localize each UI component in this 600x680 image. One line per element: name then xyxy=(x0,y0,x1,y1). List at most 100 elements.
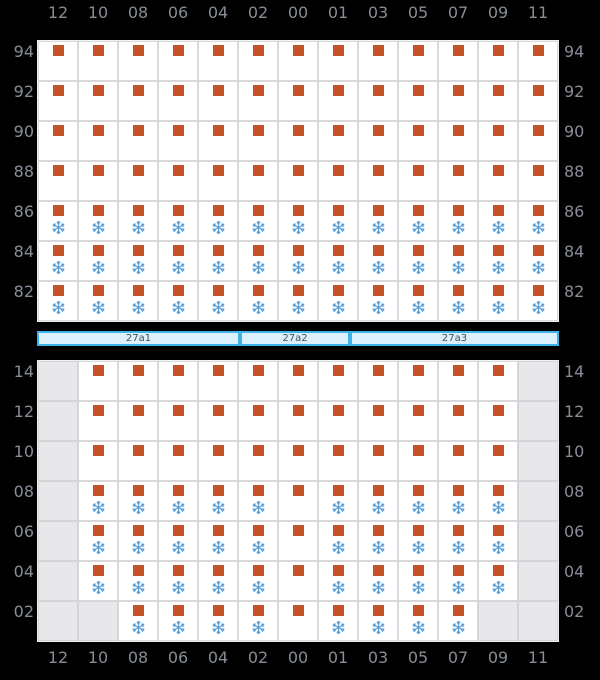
bay-cell-86-07[interactable] xyxy=(438,201,478,241)
bay-cell-84-10[interactable] xyxy=(78,241,118,281)
bay-cell-12-05[interactable] xyxy=(398,401,438,441)
bay-cell-14-07[interactable] xyxy=(438,361,478,401)
bay-cell-04-02[interactable] xyxy=(238,561,278,601)
bay-cell-86-10[interactable] xyxy=(78,201,118,241)
bay-cell-84-09[interactable] xyxy=(478,241,518,281)
bay-cell-92-02[interactable] xyxy=(238,81,278,121)
bay-cell-88-05[interactable] xyxy=(398,161,438,201)
bay-cell-14-03[interactable] xyxy=(358,361,398,401)
bay-cell-94-06[interactable] xyxy=(158,41,198,81)
bay-cell-84-06[interactable] xyxy=(158,241,198,281)
bay-cell-90-08[interactable] xyxy=(118,121,158,161)
bay-cell-86-06[interactable] xyxy=(158,201,198,241)
bay-cell-84-07[interactable] xyxy=(438,241,478,281)
bay-cell-82-04[interactable] xyxy=(198,281,238,321)
bay-cell-10-05[interactable] xyxy=(398,441,438,481)
bay-cell-12-00[interactable] xyxy=(278,401,318,441)
bay-cell-06-07[interactable] xyxy=(438,521,478,561)
bay-cell-86-03[interactable] xyxy=(358,201,398,241)
bay-cell-92-11[interactable] xyxy=(518,81,558,121)
bay-cell-92-09[interactable] xyxy=(478,81,518,121)
bay-cell-92-01[interactable] xyxy=(318,81,358,121)
bay-cell-06-03[interactable] xyxy=(358,521,398,561)
bay-cell-94-08[interactable] xyxy=(118,41,158,81)
bay-cell-04-04[interactable] xyxy=(198,561,238,601)
bay-cell-90-11[interactable] xyxy=(518,121,558,161)
bay-cell-82-12[interactable] xyxy=(38,281,78,321)
bay-cell-88-06[interactable] xyxy=(158,161,198,201)
bay-cell-90-06[interactable] xyxy=(158,121,198,161)
bay-cell-84-11[interactable] xyxy=(518,241,558,281)
bay-cell-94-12[interactable] xyxy=(38,41,78,81)
bay-cell-82-11[interactable] xyxy=(518,281,558,321)
bay-cell-90-10[interactable] xyxy=(78,121,118,161)
bay-cell-14-10[interactable] xyxy=(78,361,118,401)
bay-cell-08-04[interactable] xyxy=(198,481,238,521)
bay-cell-12-04[interactable] xyxy=(198,401,238,441)
bay-cell-08-08[interactable] xyxy=(118,481,158,521)
bay-cell-90-02[interactable] xyxy=(238,121,278,161)
bay-cell-82-09[interactable] xyxy=(478,281,518,321)
bay-cell-88-07[interactable] xyxy=(438,161,478,201)
bay-cell-82-02[interactable] xyxy=(238,281,278,321)
bay-cell-10-06[interactable] xyxy=(158,441,198,481)
bay-cell-14-04[interactable] xyxy=(198,361,238,401)
bay-cell-86-01[interactable] xyxy=(318,201,358,241)
bay-cell-12-06[interactable] xyxy=(158,401,198,441)
bay-cell-86-12[interactable] xyxy=(38,201,78,241)
bay-cell-88-08[interactable] xyxy=(118,161,158,201)
bay-cell-12-02[interactable] xyxy=(238,401,278,441)
bay-cell-14-00[interactable] xyxy=(278,361,318,401)
bay-cell-10-01[interactable] xyxy=(318,441,358,481)
bay-cell-92-00[interactable] xyxy=(278,81,318,121)
bay-cell-86-08[interactable] xyxy=(118,201,158,241)
bay-cell-10-04[interactable] xyxy=(198,441,238,481)
bay-cell-84-04[interactable] xyxy=(198,241,238,281)
bay-cell-92-06[interactable] xyxy=(158,81,198,121)
bay-cell-86-05[interactable] xyxy=(398,201,438,241)
bay-cell-04-05[interactable] xyxy=(398,561,438,601)
bay-cell-12-09[interactable] xyxy=(478,401,518,441)
bay-cell-04-09[interactable] xyxy=(478,561,518,601)
bay-cell-14-02[interactable] xyxy=(238,361,278,401)
bay-cell-14-05[interactable] xyxy=(398,361,438,401)
bay-cell-10-00[interactable] xyxy=(278,441,318,481)
bay-cell-06-09[interactable] xyxy=(478,521,518,561)
bay-cell-84-02[interactable] xyxy=(238,241,278,281)
bay-cell-10-09[interactable] xyxy=(478,441,518,481)
bay-cell-06-10[interactable] xyxy=(78,521,118,561)
bay-cell-88-02[interactable] xyxy=(238,161,278,201)
bay-cell-02-06[interactable] xyxy=(158,601,198,641)
bay-cell-88-03[interactable] xyxy=(358,161,398,201)
bay-cell-12-01[interactable] xyxy=(318,401,358,441)
bay-cell-02-05[interactable] xyxy=(398,601,438,641)
bay-cell-08-03[interactable] xyxy=(358,481,398,521)
bay-cell-84-01[interactable] xyxy=(318,241,358,281)
bay-cell-92-08[interactable] xyxy=(118,81,158,121)
bay-cell-02-08[interactable] xyxy=(118,601,158,641)
bay-cell-90-12[interactable] xyxy=(38,121,78,161)
bay-cell-88-04[interactable] xyxy=(198,161,238,201)
bay-cell-02-02[interactable] xyxy=(238,601,278,641)
bay-cell-08-09[interactable] xyxy=(478,481,518,521)
bay-cell-94-00[interactable] xyxy=(278,41,318,81)
bay-cell-94-01[interactable] xyxy=(318,41,358,81)
bay-cell-82-07[interactable] xyxy=(438,281,478,321)
bay-cell-12-10[interactable] xyxy=(78,401,118,441)
bay-cell-94-09[interactable] xyxy=(478,41,518,81)
bay-cell-94-05[interactable] xyxy=(398,41,438,81)
bay-cell-04-07[interactable] xyxy=(438,561,478,601)
bay-cell-84-05[interactable] xyxy=(398,241,438,281)
bay-cell-02-00[interactable] xyxy=(278,601,318,641)
bay-cell-86-04[interactable] xyxy=(198,201,238,241)
bay-cell-04-10[interactable] xyxy=(78,561,118,601)
bay-cell-04-03[interactable] xyxy=(358,561,398,601)
bay-cell-82-08[interactable] xyxy=(118,281,158,321)
bay-cell-12-08[interactable] xyxy=(118,401,158,441)
bay-cell-92-10[interactable] xyxy=(78,81,118,121)
bay-cell-04-00[interactable] xyxy=(278,561,318,601)
bay-cell-02-04[interactable] xyxy=(198,601,238,641)
bay-cell-90-03[interactable] xyxy=(358,121,398,161)
bay-cell-04-01[interactable] xyxy=(318,561,358,601)
bay-cell-04-08[interactable] xyxy=(118,561,158,601)
